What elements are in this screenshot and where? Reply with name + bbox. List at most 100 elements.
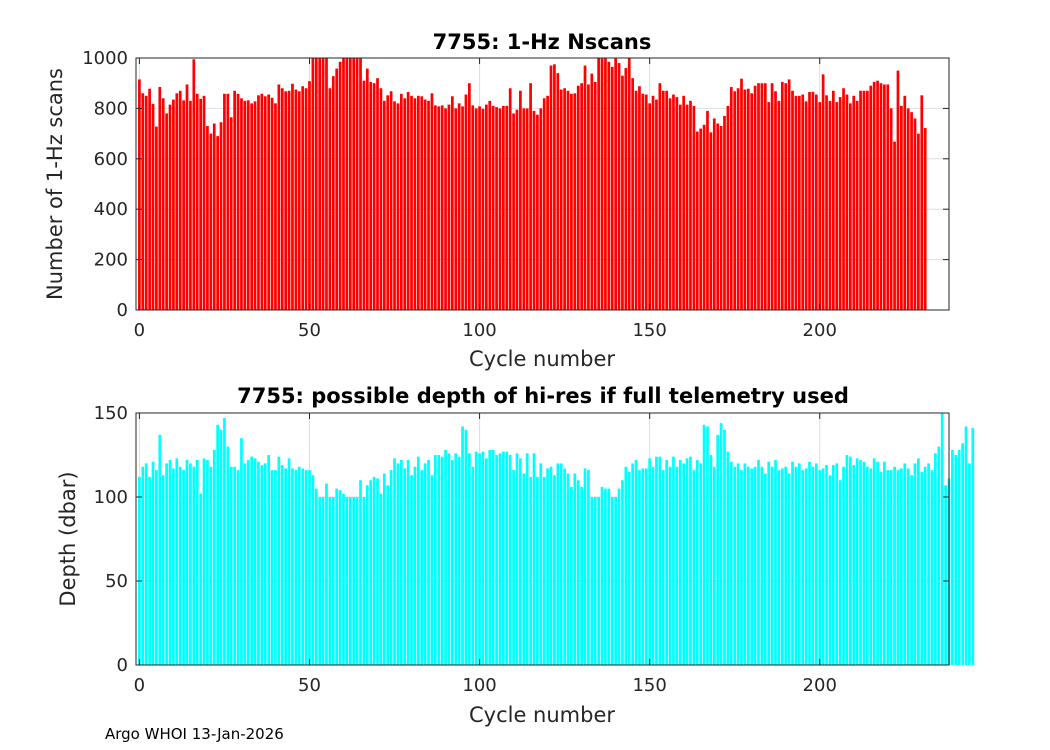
- depth-axes-box: [135, 412, 950, 666]
- nscans-bar: [365, 68, 369, 310]
- depth-bar: [879, 471, 883, 665]
- nscans-bar: [787, 79, 791, 310]
- depth-bar: [668, 466, 672, 665]
- depth-bar: [175, 458, 179, 665]
- depth-bar: [379, 493, 383, 665]
- nscans-bar: [485, 104, 488, 311]
- depth-bar: [522, 473, 526, 665]
- depth-bar: [634, 460, 638, 665]
- nscans-bar: [838, 97, 842, 310]
- depth-bar: [399, 460, 403, 665]
- nscans-bar: [610, 66, 614, 310]
- nscans-bar: [529, 83, 532, 310]
- nscans-bar: [733, 91, 737, 310]
- depth-bar: [508, 455, 512, 665]
- depth-bar: [519, 458, 522, 665]
- depth-bar: [661, 470, 665, 665]
- depth-bar: [365, 485, 369, 665]
- depth-bar: [314, 488, 318, 665]
- depth-bar: [648, 458, 652, 665]
- nscans-bar: [158, 86, 162, 310]
- nscans-x-axis-label: Cycle number: [469, 347, 615, 371]
- depth-bar: [202, 458, 206, 665]
- nscans-bar: [600, 58, 604, 310]
- depth-bar: [464, 429, 468, 665]
- nscans-bar: [243, 100, 247, 310]
- depth-bar: [178, 466, 182, 665]
- depth-bar: [672, 456, 675, 665]
- depth-bar: [413, 466, 417, 665]
- nscans-bar: [495, 107, 498, 310]
- depth-bar: [580, 486, 583, 665]
- nscans-bar: [178, 90, 182, 310]
- nscans-bar: [498, 108, 502, 311]
- nscans-bar: [471, 105, 475, 310]
- nscans-bar: [804, 101, 808, 310]
- depth-bar: [750, 468, 754, 665]
- depth-bar: [362, 497, 366, 665]
- depth-bar: [651, 466, 655, 665]
- nscans-bar: [192, 59, 196, 311]
- depth-bar: [284, 468, 288, 665]
- nscans-bar: [519, 90, 522, 310]
- nscans-bar: [468, 83, 471, 310]
- nscans-bar: [842, 88, 845, 311]
- nscans-bar: [433, 105, 437, 310]
- depth-bar: [573, 473, 577, 665]
- depth-bar: [831, 465, 835, 665]
- depth-bar: [835, 463, 839, 665]
- nscans-bar: [294, 89, 298, 310]
- depth-bar: [148, 476, 151, 665]
- nscans-bar: [437, 106, 441, 310]
- depth-bar: [138, 476, 141, 665]
- depth-y-axis-label: Depth (dbar): [56, 471, 80, 606]
- depth-bar: [655, 456, 658, 665]
- depth-bar: [675, 466, 679, 665]
- depth-bar: [342, 493, 345, 665]
- depth-bar: [716, 434, 720, 665]
- nscans-bar: [665, 90, 669, 310]
- depth-bar: [192, 466, 196, 665]
- nscans-bar: [784, 83, 788, 310]
- nscans-bar: [488, 100, 492, 310]
- nscans-bar: [335, 68, 339, 310]
- depth-bar: [610, 497, 614, 665]
- depth-bar: [944, 485, 947, 665]
- depth-bar: [345, 497, 349, 665]
- depth-bar: [566, 473, 570, 665]
- nscans-bar: [576, 85, 580, 310]
- depth-bar: [617, 488, 621, 665]
- nscans-bar: [202, 95, 206, 310]
- depth-bar: [243, 463, 247, 665]
- nscans-bar: [447, 104, 451, 311]
- depth-bar: [607, 488, 611, 665]
- nscans-x-tick-label: 100: [462, 320, 496, 341]
- depth-bar: [246, 460, 250, 665]
- nscans-bar: [450, 96, 454, 310]
- depth-bar: [263, 463, 267, 665]
- nscans-bar: [263, 96, 267, 310]
- depth-bar: [903, 463, 907, 665]
- nscans-y-tick-label: 800: [94, 98, 128, 119]
- nscans-bar: [444, 108, 447, 311]
- depth-bar: [219, 429, 223, 665]
- nscans-bar: [678, 104, 682, 311]
- depth-bar: [644, 468, 648, 665]
- depth-bar: [546, 468, 549, 665]
- depth-bar: [736, 463, 740, 665]
- nscans-bar: [556, 73, 560, 311]
- nscans-bar: [553, 64, 556, 310]
- nscans-bar: [624, 68, 628, 310]
- nscans-bar: [331, 76, 335, 310]
- nscans-bar: [389, 91, 393, 310]
- depth-bar: [570, 486, 573, 665]
- nscans-bar: [291, 83, 294, 310]
- depth-bar: [563, 468, 566, 665]
- depth-bar: [940, 413, 944, 665]
- depth-bar: [937, 446, 941, 665]
- nscans-bar: [593, 81, 597, 310]
- nscans-bar: [420, 96, 424, 310]
- depth-bar: [226, 446, 230, 665]
- nscans-bar: [709, 132, 713, 310]
- nscans-bar: [913, 118, 917, 310]
